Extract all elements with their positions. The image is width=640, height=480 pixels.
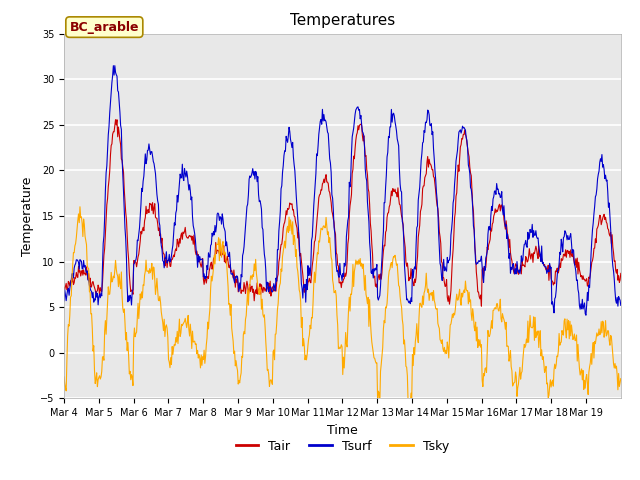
Tsky	[126, 369, 134, 374]
X-axis label: Time: Time	[327, 424, 358, 437]
Tsurf	[126, 292, 134, 298]
Line: Tsky: Tsky	[64, 207, 621, 405]
Tair	[228, 270, 236, 276]
Tair	[477, 303, 485, 309]
Tair	[60, 284, 68, 290]
Tsky	[617, 376, 625, 382]
Tair	[401, 239, 408, 245]
Y-axis label: Temperature: Temperature	[21, 176, 35, 256]
Tair	[277, 241, 285, 247]
Tsky	[256, 284, 264, 290]
Text: BC_arable: BC_arable	[70, 21, 139, 34]
Tsky	[60, 374, 68, 380]
Tair	[256, 281, 264, 287]
Tsky	[433, 306, 440, 312]
Tsky	[401, 348, 409, 354]
Tsky	[277, 266, 285, 272]
Tsurf	[277, 186, 285, 192]
Tair	[112, 117, 120, 122]
Tair	[617, 271, 625, 276]
Tsky	[76, 204, 84, 210]
Tsurf	[60, 298, 68, 304]
Tsurf	[582, 312, 590, 318]
Tsurf	[432, 177, 440, 182]
Tsurf	[111, 63, 118, 69]
Legend: Tair, Tsurf, Tsky: Tair, Tsurf, Tsky	[231, 435, 454, 458]
Line: Tair: Tair	[64, 120, 621, 306]
Tair	[432, 188, 440, 193]
Tair	[126, 281, 134, 287]
Tsurf	[228, 271, 236, 276]
Tsky	[228, 332, 236, 338]
Tsurf	[401, 263, 408, 268]
Tsurf	[256, 198, 264, 204]
Line: Tsurf: Tsurf	[64, 66, 621, 315]
Title: Temperatures: Temperatures	[290, 13, 395, 28]
Tsurf	[617, 302, 625, 308]
Tsky	[376, 402, 383, 408]
